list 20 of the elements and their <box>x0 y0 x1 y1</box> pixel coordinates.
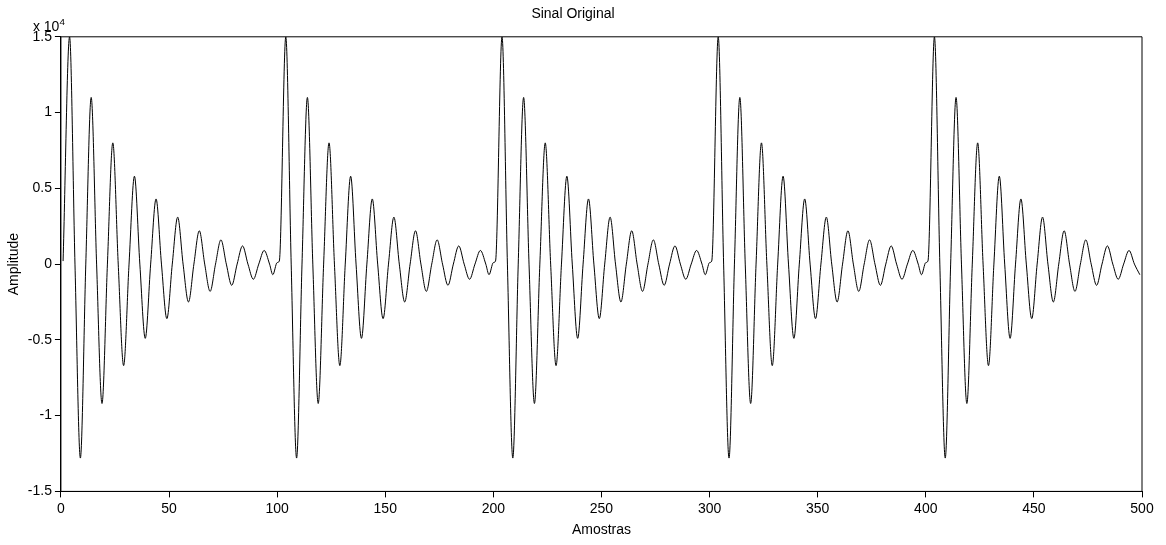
x-tick-label: 0 <box>57 499 66 516</box>
y-tick-label: 0.5 <box>32 179 53 196</box>
y-tick-label: 0 <box>44 254 53 271</box>
x-tick-label: 350 <box>806 499 830 516</box>
x-tick-label: 100 <box>265 499 290 516</box>
y-tick-label: 1 <box>44 103 53 120</box>
x-tick-label: 400 <box>914 499 938 516</box>
y-tick-label: -1.5 <box>27 482 53 499</box>
x-tick-label: 200 <box>481 499 506 516</box>
chart-title: Sinal Original <box>531 5 615 22</box>
x-tick-label: 150 <box>373 499 398 516</box>
y-tick-label: -1 <box>39 406 53 423</box>
x-tick-label: 450 <box>1022 499 1046 516</box>
x-tick-label: 500 <box>1130 499 1154 516</box>
x-axis-title: Amostras <box>571 521 632 538</box>
x-tick-label: 50 <box>161 499 178 516</box>
x-tick-label: 250 <box>589 499 614 516</box>
x-tick-label: 300 <box>697 499 722 516</box>
y-axis-title: Amplitude <box>5 232 22 296</box>
y-tick-label: -0.5 <box>27 330 53 347</box>
